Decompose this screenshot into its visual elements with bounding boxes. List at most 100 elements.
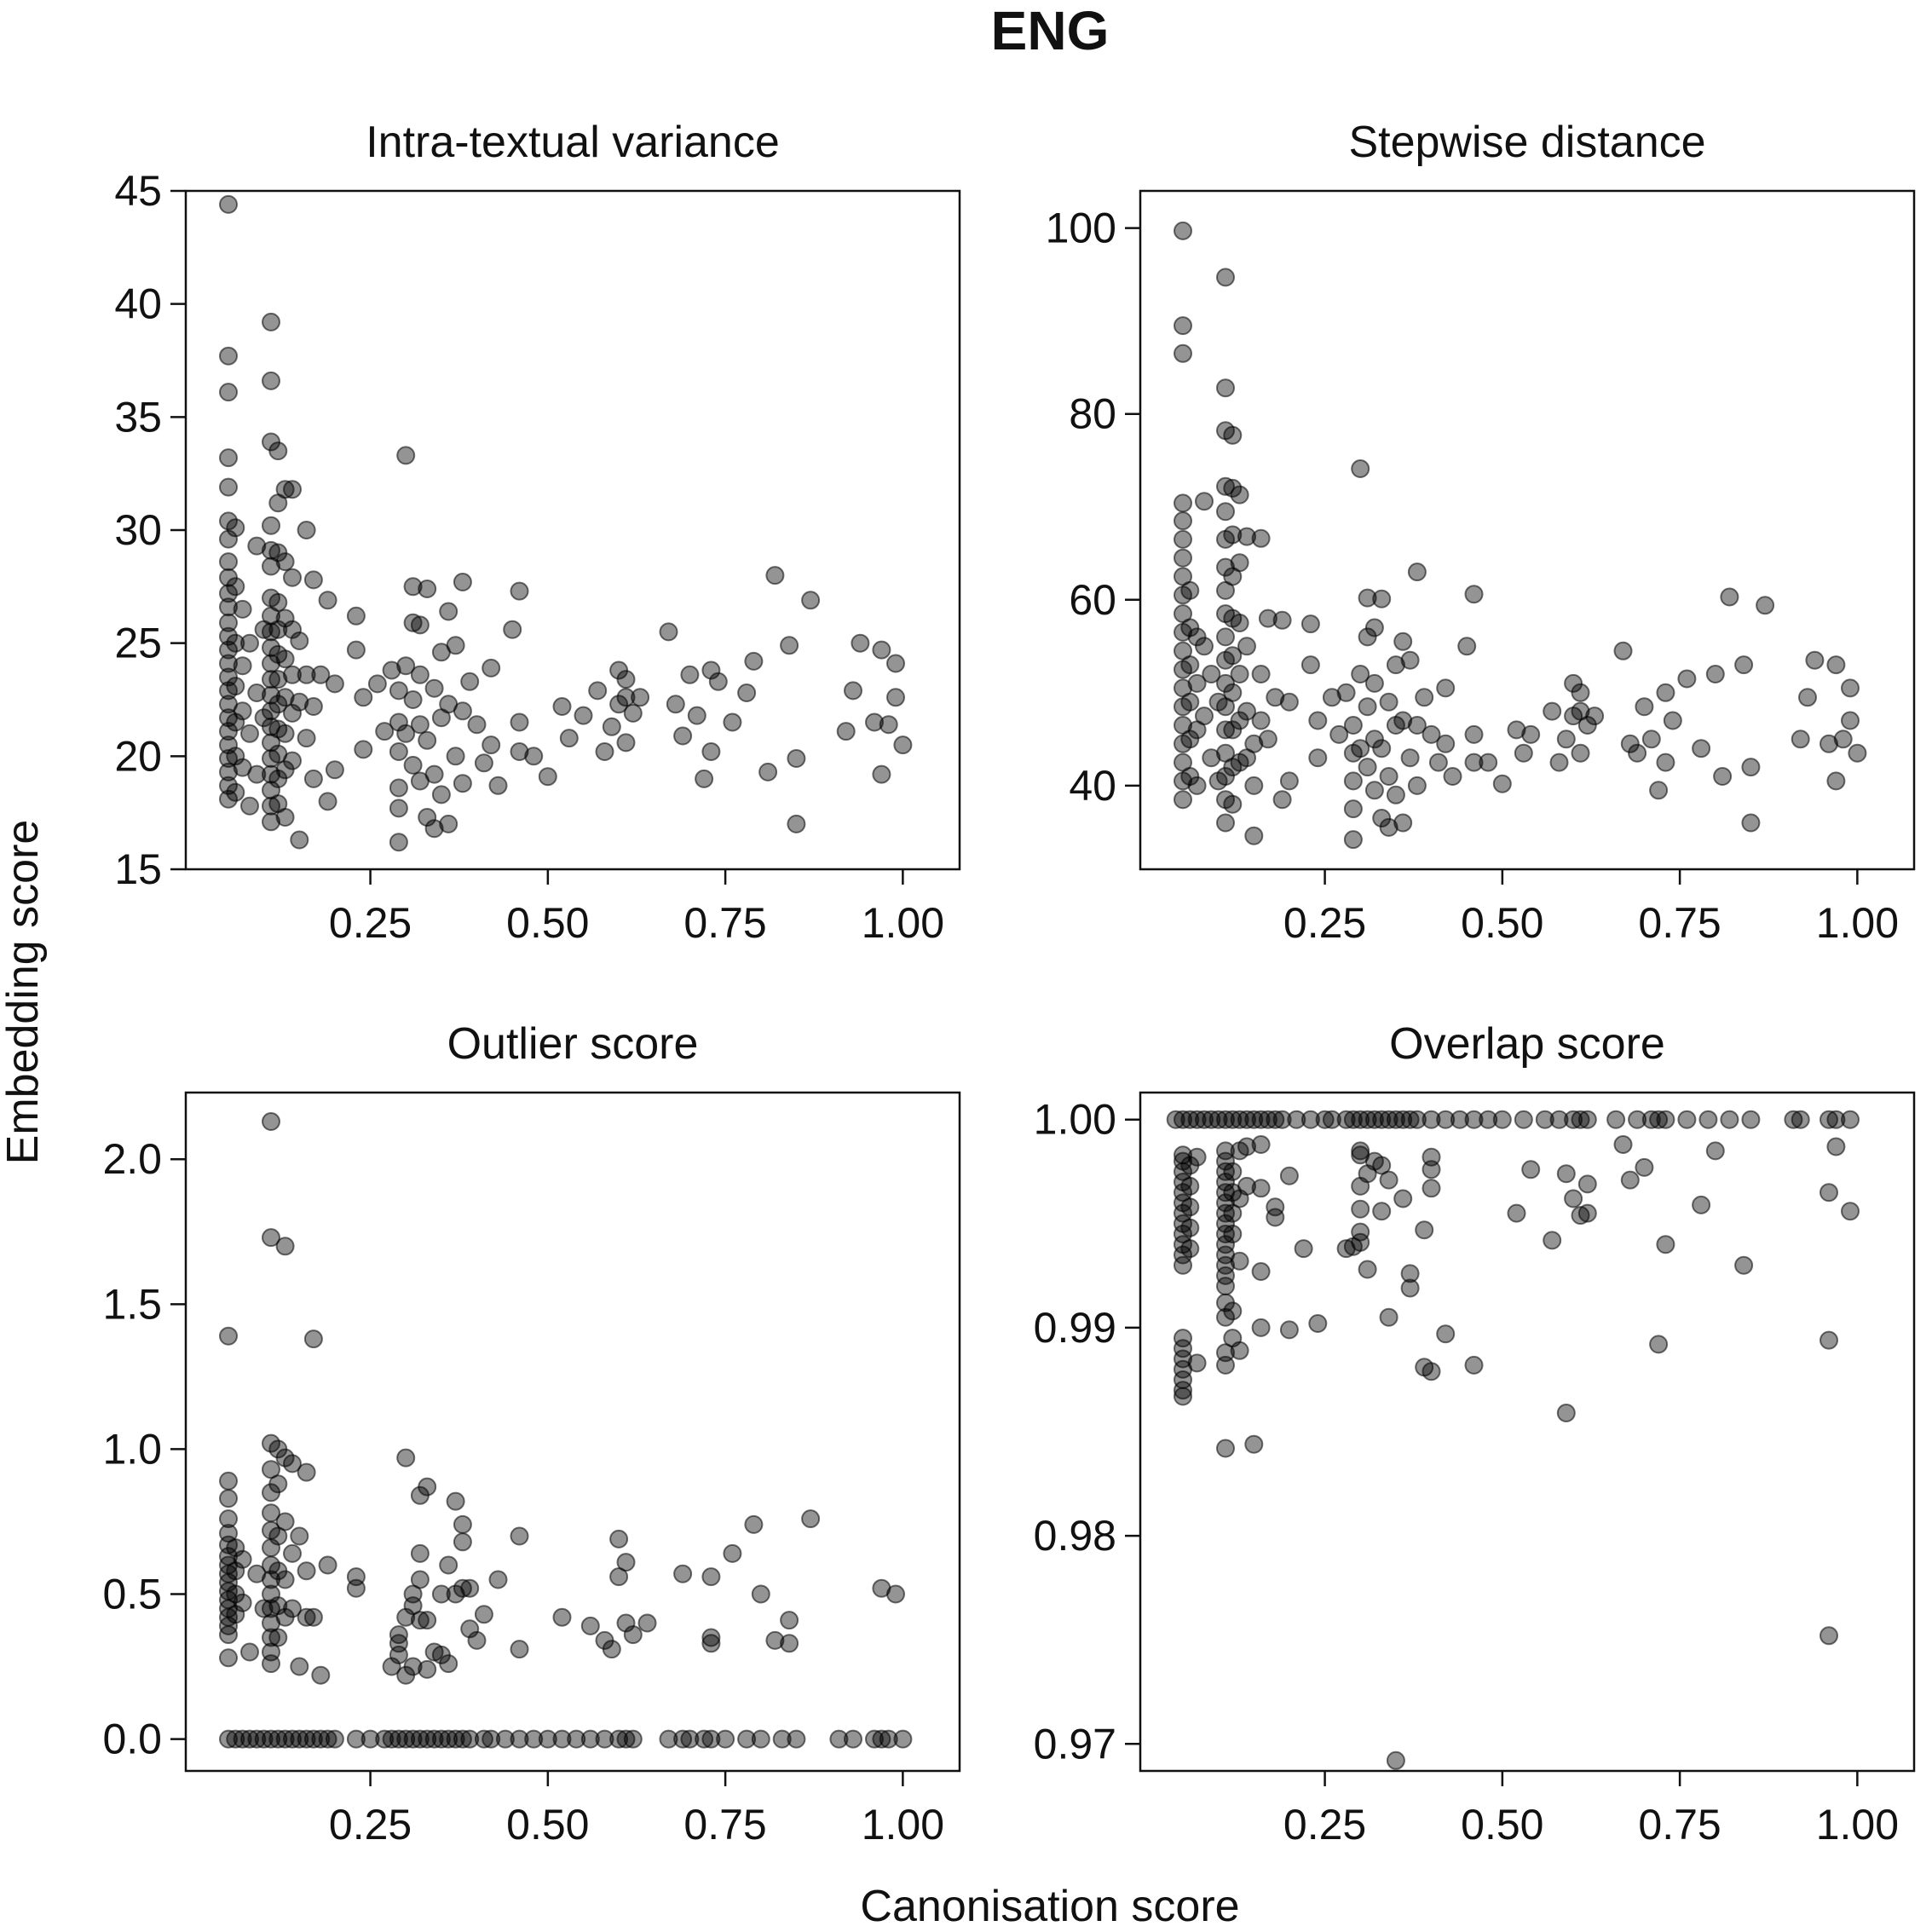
data-point [474,1729,493,1749]
data-point [1820,1626,1838,1646]
data-point [1379,1307,1399,1327]
data-point [233,1549,252,1569]
data-point [844,681,862,701]
data-point [1791,730,1810,749]
data-point [616,670,636,689]
data-point [1393,632,1413,651]
data-point [1230,553,1249,573]
data-point [1635,697,1654,717]
x-tick-label: 0.75 [683,1801,766,1848]
data-point [389,833,408,852]
data-point [851,633,870,653]
data-point [1820,734,1838,753]
data-point [1514,1110,1533,1129]
data-point [346,1729,366,1749]
data-point [1705,665,1725,683]
data-point [1351,1232,1370,1252]
data-point [1386,785,1405,805]
data-point [1791,1110,1810,1129]
data-point [1216,557,1235,577]
data-point [389,799,408,818]
data-point [275,1729,295,1749]
data-point [396,724,416,743]
data-point [467,1630,487,1650]
data-point [460,1578,480,1598]
data-point [1620,734,1640,753]
data-point [1620,1170,1640,1190]
y-tick-label: 0.98 [1034,1512,1116,1560]
data-point [1656,683,1675,702]
data-point [268,1729,288,1749]
data-point [275,688,295,707]
data-point [1174,790,1192,810]
data-point [1577,1110,1597,1129]
data-point [1577,1203,1597,1223]
data-point [1308,1314,1328,1333]
data-point [1641,730,1661,749]
data-point [1720,1110,1739,1129]
data-point [1202,1110,1221,1129]
data-point [1351,1222,1370,1242]
data-point [1216,1235,1235,1254]
data-point [1464,753,1484,772]
x-tick-label: 1.00 [862,899,944,947]
data-point [418,580,437,598]
data-point [1166,1110,1185,1129]
data-point [1663,711,1682,730]
data-point [1677,1110,1697,1129]
y-axis-label: Embedding score [0,820,48,1165]
data-point [1479,753,1498,772]
data-point [1174,316,1192,336]
data-point [1180,580,1200,600]
data-point [580,1616,600,1635]
data-point [1343,799,1363,819]
data-point [765,1630,785,1650]
data-point [865,712,884,732]
data-point [297,729,316,748]
data-point [1174,493,1192,513]
data-point [836,722,856,741]
data-point [1174,343,1192,363]
data-point [488,776,508,795]
data-point [1422,724,1441,744]
scatter-panel: Stepwise distance 40 60 80 100 0.25 0.50 0.75 1.… [1046,118,1916,947]
data-point [1174,1329,1192,1348]
data-point [219,448,238,468]
data-point [1577,716,1597,735]
data-point [1308,748,1328,768]
data-point [247,764,267,784]
data-point [524,747,544,766]
data-point [503,620,522,639]
data-point [1400,1278,1420,1298]
data-point [780,636,799,655]
data-point [226,518,245,538]
data-point [1372,809,1392,828]
data-point [283,1599,302,1618]
data-point [1543,701,1562,721]
data-point [219,597,238,617]
x-tick-label: 0.25 [1283,1801,1366,1848]
data-point [424,764,444,784]
y-tick-label: 0.99 [1034,1304,1116,1352]
data-point [1174,1387,1192,1406]
data-point [233,656,252,676]
data-point [262,812,280,832]
data-point [219,613,238,632]
data-point [431,785,451,805]
data-point [1656,753,1675,772]
data-point [1216,813,1235,833]
data-point [1251,1135,1271,1154]
data-point [1649,781,1669,800]
data-point [1251,711,1271,730]
data-point [1300,1110,1320,1129]
data-point [495,1729,515,1749]
data-point [801,1509,821,1529]
data-point [1372,589,1392,608]
data-point [1826,655,1846,675]
data-point [1230,1110,1249,1129]
data-point [1223,1162,1243,1181]
data-point [1216,1203,1235,1223]
data-point [453,573,472,591]
data-point [1422,1362,1441,1381]
data-point [453,701,472,721]
